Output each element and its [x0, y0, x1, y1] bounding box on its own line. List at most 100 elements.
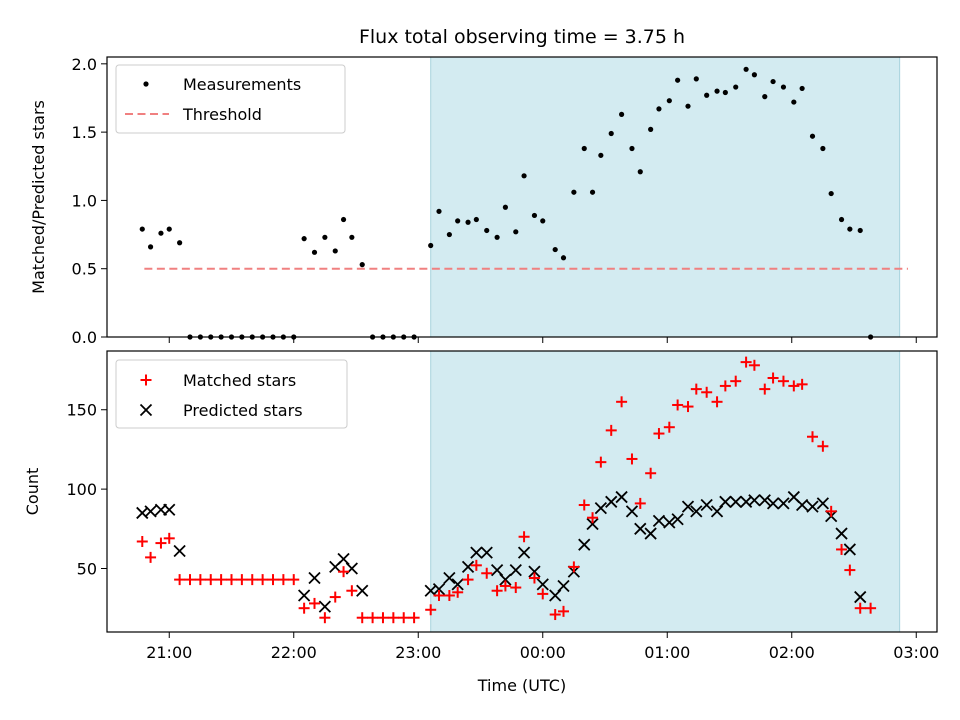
predicted-star-point	[586, 517, 599, 531]
legend-box	[115, 64, 346, 134]
matched-star-point	[470, 559, 482, 571]
predicted-star-point	[625, 505, 639, 518]
legend-box	[115, 359, 348, 429]
matched-star-point	[298, 602, 310, 614]
matched-star-point	[452, 586, 464, 598]
x-tick-label: 02:00	[769, 643, 815, 662]
measurement-point	[465, 219, 471, 225]
predicted-star-point	[806, 500, 819, 513]
predicted-star-point	[163, 503, 176, 516]
matched-star-point	[825, 505, 837, 517]
matched-star-point	[663, 421, 675, 433]
predicted-star-point	[690, 505, 703, 518]
matched-star-point	[777, 375, 789, 387]
x-ticks-ratio	[168, 337, 917, 343]
predicted-star-point	[536, 578, 549, 591]
predicted-star-point	[578, 538, 591, 551]
x-tick-label: 01:00	[644, 643, 690, 662]
matched-star-point	[356, 612, 368, 624]
matched-star-point	[408, 612, 420, 624]
measurement-point	[531, 212, 538, 219]
legend-marker-predicted	[139, 403, 153, 417]
measurement-point	[722, 89, 728, 96]
predicted-star-point	[843, 543, 856, 556]
legend-marker-measurements	[143, 81, 149, 87]
predicted-star-point	[719, 495, 732, 508]
measurement-point	[147, 244, 154, 250]
ratio-panel: Flux total observing time = 3.75 h Match…	[29, 26, 938, 347]
y-tick-label: 1.5	[72, 123, 97, 142]
measurement-point	[455, 218, 461, 224]
matched-star-point	[759, 383, 771, 395]
predicted-star-point	[308, 571, 321, 585]
matched-star-point	[865, 602, 877, 614]
measurement-point	[809, 133, 816, 139]
legend-label-threshold: Threshold	[182, 105, 262, 124]
measurement-point	[301, 236, 307, 242]
matched-star-point	[549, 609, 561, 621]
x-tick-label: 21:00	[146, 643, 192, 662]
predicted-star-point	[777, 497, 790, 510]
predicted-star-point	[795, 498, 809, 512]
legend-ratio: Measurements Threshold	[115, 64, 346, 134]
predicted-star-point	[443, 571, 456, 585]
predicted-star-point	[470, 546, 483, 559]
matched-star-point	[163, 532, 175, 544]
measurement-point	[762, 94, 768, 100]
matched-star-point	[807, 431, 818, 443]
matched-star-point	[634, 497, 646, 509]
x-tick-label: 23:00	[395, 643, 441, 662]
predicted-star-point	[615, 490, 628, 504]
y-tick-label: 100	[66, 480, 97, 499]
predicted-star-point	[461, 560, 475, 574]
predicted-star-point	[816, 497, 830, 510]
matched-star-point	[836, 543, 848, 555]
predicted-star-point	[528, 565, 541, 578]
measurement-point	[552, 246, 558, 253]
matched-star-point	[346, 585, 358, 597]
matched-star-point	[155, 537, 167, 549]
measurement-point	[158, 230, 164, 236]
matched-star-point	[205, 574, 217, 586]
matched-star-point	[136, 536, 148, 548]
matched-star-point	[626, 453, 638, 465]
matched-star-point	[491, 585, 503, 597]
measurement-point	[857, 227, 863, 234]
predicted-star-point	[356, 584, 369, 597]
measurement-point	[820, 145, 826, 152]
matched-star-point	[653, 428, 665, 440]
measurement-point	[139, 226, 145, 232]
measurement-point	[166, 226, 172, 232]
y-tick-label: 2.0	[72, 55, 97, 74]
measurement-point	[656, 106, 662, 112]
predicted-star-point	[451, 578, 464, 591]
matched-star-point	[174, 574, 186, 586]
predicted-star-point	[173, 544, 186, 558]
x-tick-label: 00:00	[520, 643, 566, 662]
matched-star-point	[499, 580, 511, 592]
measurement-point	[685, 103, 691, 109]
matched-star-point	[226, 574, 237, 586]
chart-title: Flux total observing time = 3.75 h	[359, 26, 685, 48]
legend-label-measurements: Measurements	[183, 75, 301, 94]
y-tick-label: 150	[66, 401, 97, 420]
matched-star-point	[510, 582, 522, 594]
predicted-star-point	[700, 498, 713, 512]
matched-star-point	[425, 604, 437, 616]
measurement-point	[619, 111, 625, 117]
matched-star-point	[257, 574, 269, 586]
matched-star-point	[796, 378, 808, 390]
measurement-point	[791, 99, 797, 105]
matched-star-point	[309, 597, 320, 609]
matched-star-point	[288, 574, 300, 586]
measurement-point	[780, 84, 787, 90]
observing-window-shade	[430, 56, 901, 338]
matched-star-point	[462, 574, 474, 586]
measurement-point	[494, 234, 500, 240]
matched-star-point	[558, 605, 569, 617]
matched-star-point	[788, 380, 800, 392]
predicted-star-point	[766, 497, 780, 510]
matched-star-point	[145, 551, 157, 563]
predicted-star-point	[480, 546, 493, 559]
matched-star-point	[672, 399, 684, 411]
